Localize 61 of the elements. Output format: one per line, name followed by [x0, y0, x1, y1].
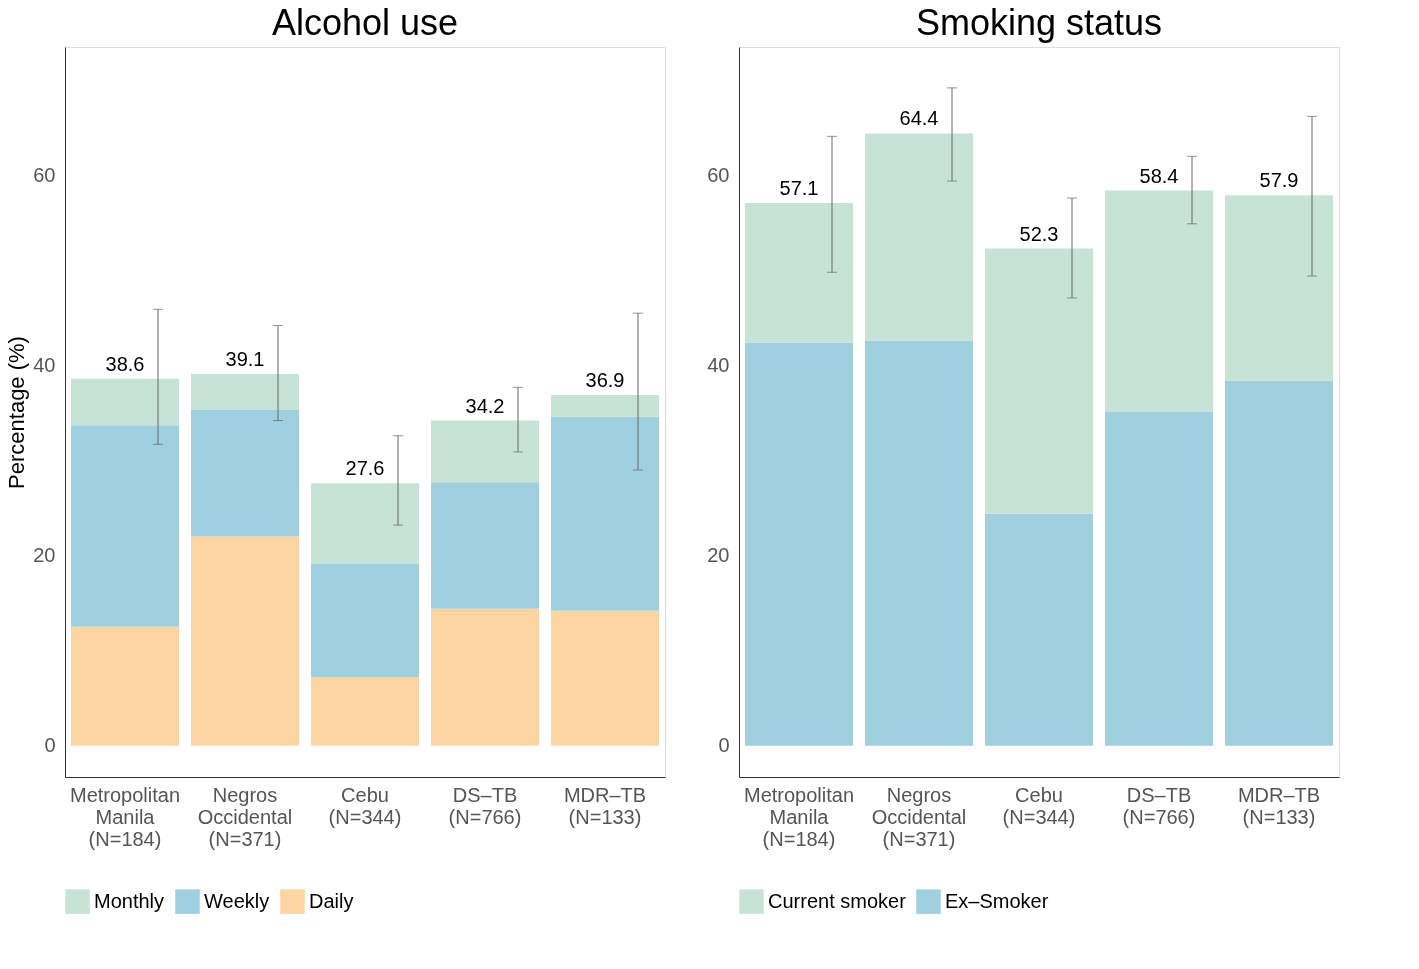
- chart-title: Alcohol use: [271, 2, 459, 43]
- bar: [1225, 380, 1333, 746]
- bar: [551, 394, 659, 417]
- bar: [191, 536, 299, 746]
- total-label: 34.2: [465, 394, 505, 417]
- total-label: 64.4: [899, 107, 939, 130]
- total-label: 57.9: [1259, 169, 1299, 192]
- bar: [311, 483, 419, 565]
- bar: [1105, 412, 1213, 746]
- x-tick-label: DS–TB (N=766): [448, 783, 522, 828]
- y-tick-label: 40: [33, 353, 56, 376]
- bar: [551, 610, 659, 746]
- x-tick-label: Cebu (N=344): [328, 783, 402, 828]
- y-tick-label: 0: [44, 734, 56, 757]
- y-tick-label: 40: [707, 353, 730, 376]
- bar: [311, 677, 419, 746]
- chart-title: Smoking status: [915, 2, 1163, 43]
- bar: [551, 416, 659, 611]
- legend-label: Ex–Smoker: [945, 889, 1049, 912]
- bar: [431, 608, 539, 746]
- total-label: 52.3: [1019, 222, 1059, 245]
- bar: [865, 133, 973, 341]
- x-tick-label: MDR–TB (N=133): [563, 783, 647, 828]
- bar: [745, 342, 853, 746]
- total-label: 57.1: [779, 176, 819, 199]
- legend-label: Weekly: [204, 889, 270, 912]
- y-tick-label: 60: [707, 163, 730, 186]
- y-tick-label: 0: [718, 734, 730, 757]
- x-tick-label: Cebu (N=344): [1002, 783, 1076, 828]
- total-label: 39.1: [225, 347, 265, 370]
- bar: [71, 378, 179, 426]
- legend-label: Current smoker: [768, 889, 907, 912]
- x-tick-label: Metropolitan Manila (N=184): [69, 783, 181, 850]
- total-label: 58.4: [1139, 164, 1179, 187]
- bar: [985, 513, 1093, 746]
- y-tick-label: 20: [33, 544, 56, 567]
- x-tick-label: DS–TB (N=766): [1122, 783, 1196, 828]
- bar: [985, 248, 1093, 514]
- bar: [191, 410, 299, 537]
- total-label: 38.6: [105, 352, 145, 375]
- bar: [311, 564, 419, 678]
- bar: [71, 425, 179, 627]
- legend-label: Daily: [309, 889, 354, 912]
- x-tick-label: Metropolitan Manila (N=184): [743, 783, 855, 850]
- y-tick-label: 60: [33, 163, 56, 186]
- legend-label: Monthly: [94, 889, 165, 912]
- bar: [745, 202, 853, 343]
- bar: [431, 482, 539, 609]
- bar: [431, 420, 539, 483]
- bar: [865, 340, 973, 746]
- bar: [1105, 190, 1213, 412]
- total-label: 36.9: [585, 368, 625, 391]
- total-label: 27.6: [345, 457, 385, 480]
- x-tick-label: MDR–TB (N=133): [1237, 783, 1321, 828]
- bar: [1225, 195, 1333, 381]
- bar: [71, 626, 179, 746]
- y-tick-label: 20: [707, 544, 730, 567]
- x-tick-label: Negros Occidental (N=371): [197, 783, 293, 850]
- bar: [191, 373, 299, 411]
- x-tick-label: Negros Occidental (N=371): [871, 783, 967, 850]
- y-axis-title: Percentage (%): [4, 336, 30, 489]
